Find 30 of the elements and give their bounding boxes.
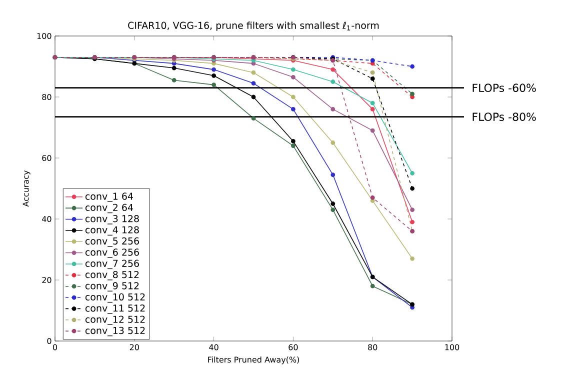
x-tick-label: 40 (209, 344, 218, 350)
x-tick-label: 60 (288, 344, 298, 350)
legend-label: conv_7 256 (85, 260, 139, 270)
x-tick-label: 0 (52, 344, 58, 350)
x-tick-label: 100 (445, 344, 460, 350)
y-tick-label: 0 (47, 338, 52, 344)
legend-label: conv_9 512 (85, 282, 139, 292)
ref-line-label: FLOPs -60% (472, 84, 536, 92)
legend-label: conv_4 128 (85, 226, 139, 236)
legend-label: conv_12 512 (85, 316, 145, 325)
legend-label: conv_13 512 (85, 326, 145, 336)
y-axis-title: Accuracy (22, 170, 30, 207)
legend-label: conv_8 512 (85, 270, 139, 280)
legend-label: conv_11 512 (85, 304, 145, 314)
legend-label: conv_3 128 (85, 215, 139, 224)
x-axis-title: Filters Pruned Away(%) (208, 356, 299, 364)
y-tick-label: 100 (37, 32, 52, 40)
y-tick-label: 20 (42, 276, 52, 284)
chart-title: CIFAR10, VGG-16, prune filters with smallest ℓ$_{1}$-norm (128, 22, 379, 31)
y-tick-label: 60 (42, 154, 52, 162)
legend-label: conv_10 512 (85, 293, 145, 303)
legend-label: conv_1 64 (85, 192, 133, 202)
legend-label: conv_6 256 (85, 248, 139, 258)
y-tick-label: 80 (42, 94, 52, 100)
legend-label: conv_2 64 (85, 204, 133, 214)
x-tick-label: 80 (368, 344, 378, 350)
legend-label: conv_5 256 (85, 237, 139, 247)
ref-line-label: FLOPs -80% (472, 112, 536, 121)
y-tick-label: 40 (42, 216, 52, 222)
x-tick-label: 20 (130, 344, 139, 350)
